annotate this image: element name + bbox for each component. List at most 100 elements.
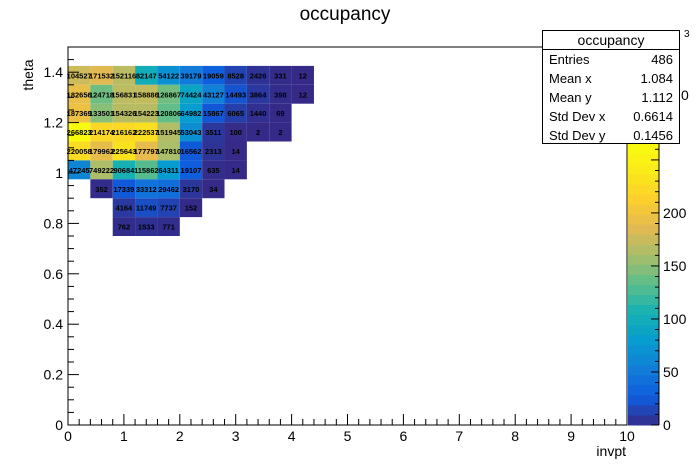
heatmap-cell (179, 65, 203, 85)
heatmap-cell (224, 160, 247, 180)
cell-value-label: 124718 (89, 90, 114, 99)
heatmap-cell (135, 160, 158, 180)
cell-value-label: 14 (232, 166, 241, 175)
cell-value-label: 90684 (113, 166, 135, 175)
color-palette (628, 144, 659, 426)
cell-value-label: 3511 (205, 128, 221, 137)
heatmap-cell (68, 65, 91, 85)
palette-band (628, 244, 659, 255)
x-tick-label: 4 (288, 428, 296, 444)
heatmap-cell (291, 65, 314, 85)
y-axis: 0 0.2 0.4 0.6 0.8 1 1.2 1.4 (44, 46, 79, 433)
color-axis: 0 50 100 150 200 (651, 144, 687, 433)
heatmap-cell (202, 179, 225, 199)
heatmap-cell (179, 103, 203, 123)
cell-value-label: 115862 (134, 166, 159, 175)
y-tick-label: 0.4 (44, 316, 64, 332)
heatmap-cell (202, 65, 225, 85)
palette-band (628, 334, 659, 346)
heatmap-cell (179, 122, 203, 142)
heatmap-cell (90, 179, 113, 199)
cell-value-label: 156831 (111, 90, 136, 99)
heatmap-cell (179, 84, 203, 104)
heatmap-cell (246, 103, 270, 123)
y-tick-label: 0 (55, 417, 63, 433)
cell-value-label: 12 (299, 90, 307, 99)
cell-value-label: 152 (185, 204, 198, 213)
palette-band (628, 374, 659, 386)
cell-value-label: 7737 (160, 204, 177, 213)
heatmap-cell (68, 84, 91, 104)
heatmap-cell (68, 160, 91, 180)
palette-band (628, 354, 659, 366)
palette-band (628, 184, 659, 195)
heatmap-cell (157, 160, 180, 180)
stats-box: occupancy Entries 486 Mean x 1.084 Mean … (542, 30, 680, 144)
x-tick-label: 3 (232, 428, 240, 444)
heatmap-cell (269, 103, 292, 123)
heatmap-cell (135, 141, 158, 161)
palette-band (628, 274, 659, 285)
heatmap-cell (112, 160, 136, 180)
cell-value-label: 104527 (67, 71, 92, 80)
palette-band (628, 414, 659, 426)
color-axis-exponent: 3 (684, 29, 690, 40)
cell-value-label: 771 (162, 223, 175, 232)
cell-value-label: 635 (207, 166, 220, 175)
x-axis-label: invpt (596, 443, 626, 459)
color-axis-partial-label: 0 (681, 87, 689, 103)
cell-value-label: 749222 (89, 166, 114, 175)
heatmap-cell (112, 198, 136, 218)
heatmap-cell (269, 65, 292, 85)
stats-label: Mean y (549, 90, 592, 105)
heatmap-cell (90, 84, 113, 104)
cell-value-label: 34 (209, 185, 218, 194)
stats-value: 0.6614 (633, 109, 673, 124)
palette-band (628, 404, 659, 416)
heatmap-cell (112, 217, 136, 236)
cell-value-label: 43127 (203, 90, 224, 99)
heatmap-cell (269, 122, 292, 142)
heatmap-cell (112, 179, 136, 199)
cell-value-label: 15867 (203, 109, 224, 118)
cell-value-label: 54122 (158, 71, 179, 80)
cell-value-label: 762 (118, 223, 131, 232)
stats-row-entries: Entries 486 (543, 50, 679, 69)
heatmap-cell (112, 141, 136, 161)
cell-value-label: 352 (95, 185, 108, 194)
x-tick-label: 1 (120, 428, 128, 444)
cell-value-label: 100 (229, 128, 242, 137)
palette-band (628, 264, 659, 275)
x-tick-label: 8 (511, 428, 519, 444)
x-tick-label: 6 (400, 428, 408, 444)
cell-value-label: 69 (276, 109, 284, 118)
cell-value-label: 4164 (116, 204, 134, 213)
palette-band (628, 154, 659, 165)
stats-label: Entries (549, 52, 590, 67)
cell-value-label: 3864 (250, 90, 268, 99)
heatmap-cell (291, 84, 314, 104)
y-axis-label: theta (20, 59, 36, 90)
cell-value-label: 152116 (112, 71, 137, 80)
cell-value-label: 11749 (136, 204, 156, 213)
heatmap-cell (135, 65, 158, 85)
heatmap-cell (157, 141, 180, 161)
x-tick-label: 9 (567, 428, 575, 444)
z-tick-label: 50 (663, 364, 679, 380)
heatmap-cell (246, 84, 270, 104)
cell-value-label: 177797 (134, 147, 159, 156)
stats-row-std-dev-y: Std Dev y 0.1456 (543, 126, 679, 145)
cell-value-label: 64982 (181, 109, 202, 118)
cell-value-label: 39179 (181, 71, 202, 80)
cell-value-label: 182656 (67, 90, 92, 99)
palette-band (628, 304, 659, 316)
x-axis: 0 1 2 3 4 5 6 7 8 9 10 (64, 414, 635, 444)
palette-band (628, 214, 659, 225)
heatmap-cell (112, 103, 136, 123)
stats-value: 486 (651, 52, 673, 67)
cell-value-label: 14493 (225, 90, 246, 99)
cell-value-label: 133501 (89, 109, 114, 118)
cell-value-label: 16562 (181, 147, 202, 156)
palette-band (628, 384, 659, 396)
heatmap-cell (90, 65, 113, 85)
